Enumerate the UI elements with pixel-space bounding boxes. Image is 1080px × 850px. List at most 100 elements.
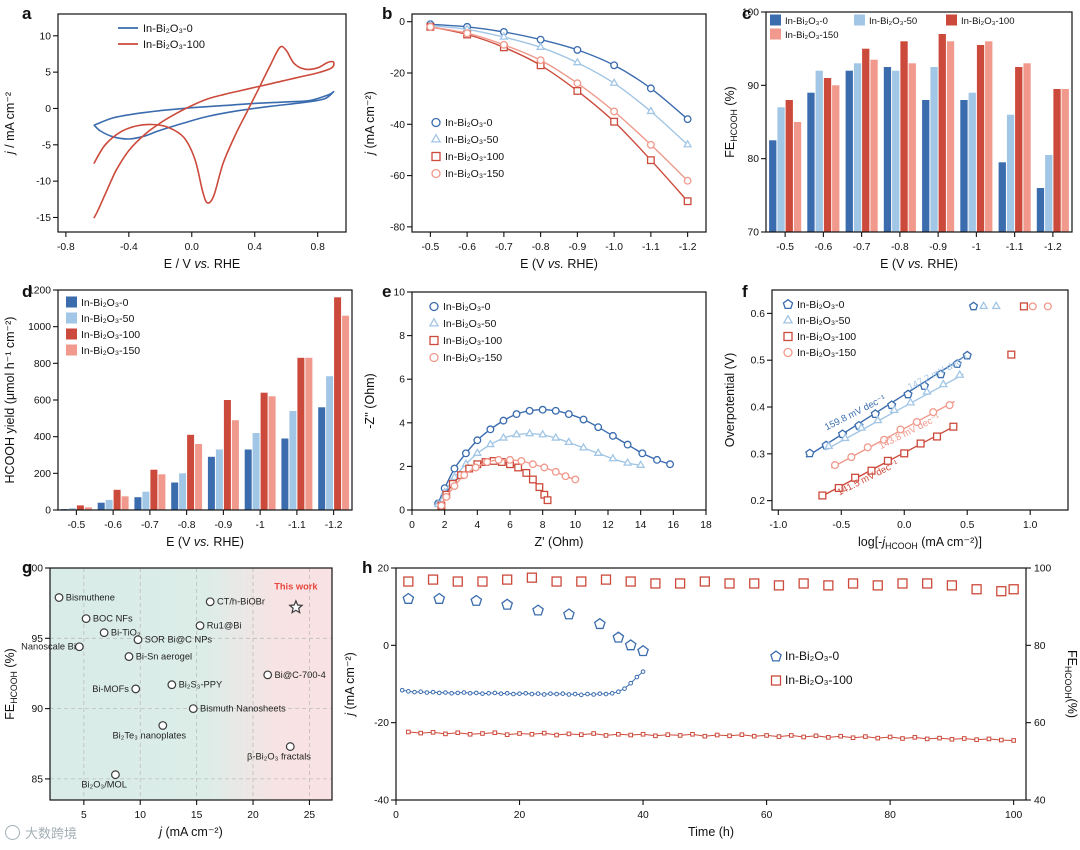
svg-text:SOR Bi@C NPs: SOR Bi@C NPs: [145, 635, 213, 645]
svg-text:1.0: 1.0: [1023, 520, 1038, 531]
gridlines: [50, 568, 332, 800]
svg-text:In-Bi₂O₃-0: In-Bi₂O₃-0: [785, 16, 828, 27]
svg-text:-0.8: -0.8: [57, 242, 75, 253]
svg-text:2: 2: [399, 462, 405, 473]
svg-text:-1.1: -1.1: [288, 520, 306, 531]
svg-text:-10: -10: [36, 177, 51, 188]
svg-text:0.2: 0.2: [751, 496, 766, 507]
svg-text:5: 5: [45, 68, 51, 79]
svg-text:12: 12: [602, 520, 614, 531]
svg-text:10: 10: [570, 520, 582, 531]
svg-text:-0.8: -0.8: [891, 242, 909, 253]
svg-text:In-Bi₂O₃-50: In-Bi₂O₃-50: [869, 16, 917, 27]
svg-text:1000: 1000: [28, 322, 51, 333]
svg-text:-20: -20: [390, 68, 405, 79]
svg-text:E (V vs. RHE): E (V vs. RHE): [166, 535, 244, 549]
svg-text:-0.7: -0.7: [495, 242, 513, 253]
svg-text:E (V vs. RHE): E (V vs. RHE): [880, 257, 958, 271]
svg-text:Ru1@Bi: Ru1@Bi: [207, 621, 242, 631]
panel-f-tafel-chart: f 159.8 mV dec⁻¹ 147.2 mV dec⁻¹ 143.8 mV d…: [720, 282, 1080, 554]
svg-text:8: 8: [540, 520, 546, 531]
panel-label-e: e: [382, 282, 392, 301]
svg-text:-Z'' (Ohm): -Z'' (Ohm): [363, 373, 377, 428]
svg-text:-80: -80: [390, 222, 405, 233]
svg-text:6: 6: [507, 520, 513, 531]
svg-text:-1.2: -1.2: [1044, 242, 1062, 253]
svg-text:0.0: 0.0: [185, 242, 200, 253]
stability-chart-svg: 0 20 40 60 80 100 -40 -20 0 20 40 60 80 100 Time (h) j …: [343, 564, 1079, 840]
series-In-Bi₂O₃-150: [793, 41, 1069, 233]
svg-text:In-Bi₂O₃-100: In-Bi₂O₃-100: [785, 673, 853, 687]
svg-text:-0.9: -0.9: [215, 520, 233, 531]
svg-text:1200: 1200: [28, 286, 51, 297]
watermark: 大数跨境: [5, 823, 77, 842]
svg-text:In-Bi₂O₃-100: In-Bi₂O₃-100: [81, 329, 140, 341]
legend: In-Bi₂O₃-0 In-Bi₂O₃-50 In-Bi₂O₃-100 In-Bi₂O…: [428, 301, 502, 364]
axes: 5 10 15 20 25 85 90 95 100 j (mA cm⁻²) FEHCOOH (%): [3, 564, 333, 839]
svg-text:18: 18: [700, 520, 712, 531]
svg-text:40: 40: [637, 810, 649, 821]
svg-text:0.3: 0.3: [751, 449, 766, 460]
comparison-scatter-svg: Bismuthene BOC NFs Bi-TiO₂ Nanoscale Bi SOR …: [3, 564, 333, 839]
axes: -0.5 -0.6 -0.7 -0.8 -0.9 -1.0 -1.1 -1.2 0 -20 -40 -…: [363, 13, 707, 271]
svg-text:In-Bi₂O₃-0: In-Bi₂O₃-0: [797, 299, 845, 311]
svg-text:-0.6: -0.6: [104, 520, 122, 531]
legend: In-Bi₂O₃-0 In-Bi₂O₃-50 In-Bi₂O₃-100 In-Bi₂O…: [430, 117, 504, 180]
watermark-text: 大数跨境: [25, 826, 78, 841]
axes: -0.5 -0.6 -0.7 -0.8 -0.9 -1 -1.1 -1.2 0 200 400 600…: [3, 286, 353, 549]
svg-text:16: 16: [668, 520, 680, 531]
svg-text:5: 5: [81, 810, 87, 821]
panel-label-h: h: [362, 558, 373, 577]
svg-text:0.4: 0.4: [248, 242, 263, 253]
legend: In-Bi₂O₃-0 In-Bi₂O₃-100: [118, 23, 205, 51]
series-In-Bi₂O₃-0: [399, 669, 646, 698]
svg-text:-1.0: -1.0: [605, 242, 623, 253]
series-In-Bi₂O₃-0: [434, 405, 675, 508]
svg-text:-1.0: -1.0: [769, 520, 787, 531]
svg-text:141.5 mV dec⁻¹: 141.5 mV dec⁻¹: [836, 458, 901, 498]
nyquist-chart-svg: 0 2 4 6 8 10 12 14 16 18 0 2 4 6 8 10 Z' (Ohm) -Z'' (Ohm)…: [363, 288, 712, 550]
svg-text:10: 10: [40, 31, 52, 42]
svg-text:0: 0: [45, 506, 51, 517]
svg-text:In-Bi₂O₃-150: In-Bi₂O₃-150: [785, 30, 839, 41]
svg-text:20: 20: [514, 810, 526, 821]
svg-text:-20: -20: [374, 718, 389, 729]
svg-text:j / mA cm⁻²: j / mA cm⁻²: [3, 92, 17, 156]
svg-text:FEHCOOH (%): FEHCOOH (%): [3, 648, 19, 719]
svg-text:HCOOH yield (μmol h⁻¹ cm⁻²): HCOOH yield (μmol h⁻¹ cm⁻²): [3, 317, 17, 484]
svg-text:90: 90: [32, 704, 44, 715]
svg-text:10: 10: [394, 288, 406, 299]
svg-text:Z' (Ohm): Z' (Ohm): [535, 535, 584, 549]
svg-text:80: 80: [1034, 641, 1046, 652]
svg-text:40: 40: [1034, 796, 1046, 807]
series-In-Bi₂O₃-0: [402, 592, 649, 657]
axes: -1.0 -0.5 0.0 0.5 1.0 0.2 0.3 0.4 0.5 0.6 log[-jHC…: [723, 289, 1069, 551]
svg-text:Bi₂O₃/MOL: Bi₂O₃/MOL: [81, 780, 127, 790]
svg-text:800: 800: [34, 359, 51, 370]
panel-label-a: a: [22, 4, 32, 23]
svg-text:Overpotential (V): Overpotential (V): [723, 353, 737, 447]
svg-text:80: 80: [748, 154, 760, 165]
panel-label-f: f: [742, 282, 748, 301]
svg-text:-0.4: -0.4: [120, 242, 138, 253]
svg-text:60: 60: [761, 810, 773, 821]
svg-text:2: 2: [442, 520, 448, 531]
svg-text:j (mA cm⁻²): j (mA cm⁻²): [157, 825, 223, 839]
series-In-Bi₂O₃-50: [68, 376, 334, 510]
svg-text:0.8: 0.8: [311, 242, 326, 253]
svg-text:-0.5: -0.5: [776, 242, 794, 253]
svg-text:0.5: 0.5: [960, 520, 975, 531]
yield-bar-chart-svg: -0.5 -0.6 -0.7 -0.8 -0.9 -1 -1.1 -1.2 0 200 400 600…: [3, 286, 353, 549]
svg-text:-0.7: -0.7: [141, 520, 159, 531]
svg-text:-0.7: -0.7: [853, 242, 871, 253]
svg-text:14: 14: [635, 520, 647, 531]
svg-text:-15: -15: [36, 213, 51, 224]
svg-text:In-Bi₂O₃-100: In-Bi₂O₃-100: [445, 151, 504, 163]
catalyst-points: Bismuthene BOC NFs Bi-TiO₂ Nanoscale Bi SOR …: [21, 581, 326, 789]
axes: -0.5 -0.6 -0.7 -0.8 -0.9 -1 -1.1 -1.2 70 80 90 100 E…: [723, 8, 1073, 271]
series-In-Bi₂O₃-100: [818, 302, 1028, 500]
svg-text:0: 0: [399, 506, 405, 517]
svg-text:20: 20: [378, 564, 390, 575]
svg-text:0: 0: [393, 810, 399, 821]
